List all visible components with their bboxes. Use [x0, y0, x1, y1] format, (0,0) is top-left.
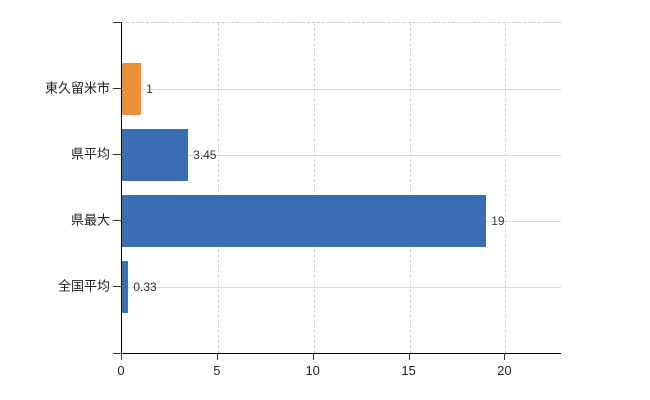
y-axis-category-label: 県最大 [70, 212, 110, 228]
gridline-horizontal [122, 89, 561, 90]
bar-value-label: 19 [491, 214, 505, 228]
bar-value-label: 0.33 [133, 280, 157, 294]
x-axis-tick-label: 20 [497, 363, 512, 378]
bar [122, 195, 487, 247]
y-axis-category-label: 東久留米市 [44, 80, 110, 96]
y-axis-tick [113, 154, 121, 155]
x-axis-tick-label: 5 [213, 363, 221, 378]
bar-value-label: 3.45 [193, 148, 217, 162]
bar [122, 63, 142, 115]
gridline-vertical [505, 23, 507, 353]
y-axis-tick [113, 220, 121, 221]
y-axis-end-tick [113, 353, 121, 354]
x-axis-tick-label: 15 [401, 363, 416, 378]
y-axis-end-tick [113, 22, 121, 23]
x-axis-tick [504, 353, 506, 360]
plot-area: 1 3.45 19 0.33 [121, 22, 561, 354]
x-axis-tick [216, 353, 218, 360]
gridline-vertical [217, 23, 219, 353]
x-axis-tick [408, 353, 410, 360]
bar-value-label: 1 [146, 82, 153, 96]
bar [122, 129, 189, 181]
y-axis-tick [113, 286, 121, 287]
bar [122, 261, 129, 313]
y-axis-category-label: 県平均 [70, 146, 110, 162]
gridline-vertical [313, 23, 315, 353]
gridline-vertical [409, 23, 411, 353]
gridline-horizontal [122, 287, 561, 288]
y-axis-category-label: 全国平均 [57, 278, 110, 294]
x-axis-tick-label: 10 [305, 363, 320, 378]
x-axis-tick [312, 353, 314, 360]
gridline-horizontal [122, 155, 561, 156]
x-axis-tick-label: 0 [117, 363, 125, 378]
x-axis-tick [121, 353, 122, 360]
y-axis-tick [113, 88, 121, 89]
